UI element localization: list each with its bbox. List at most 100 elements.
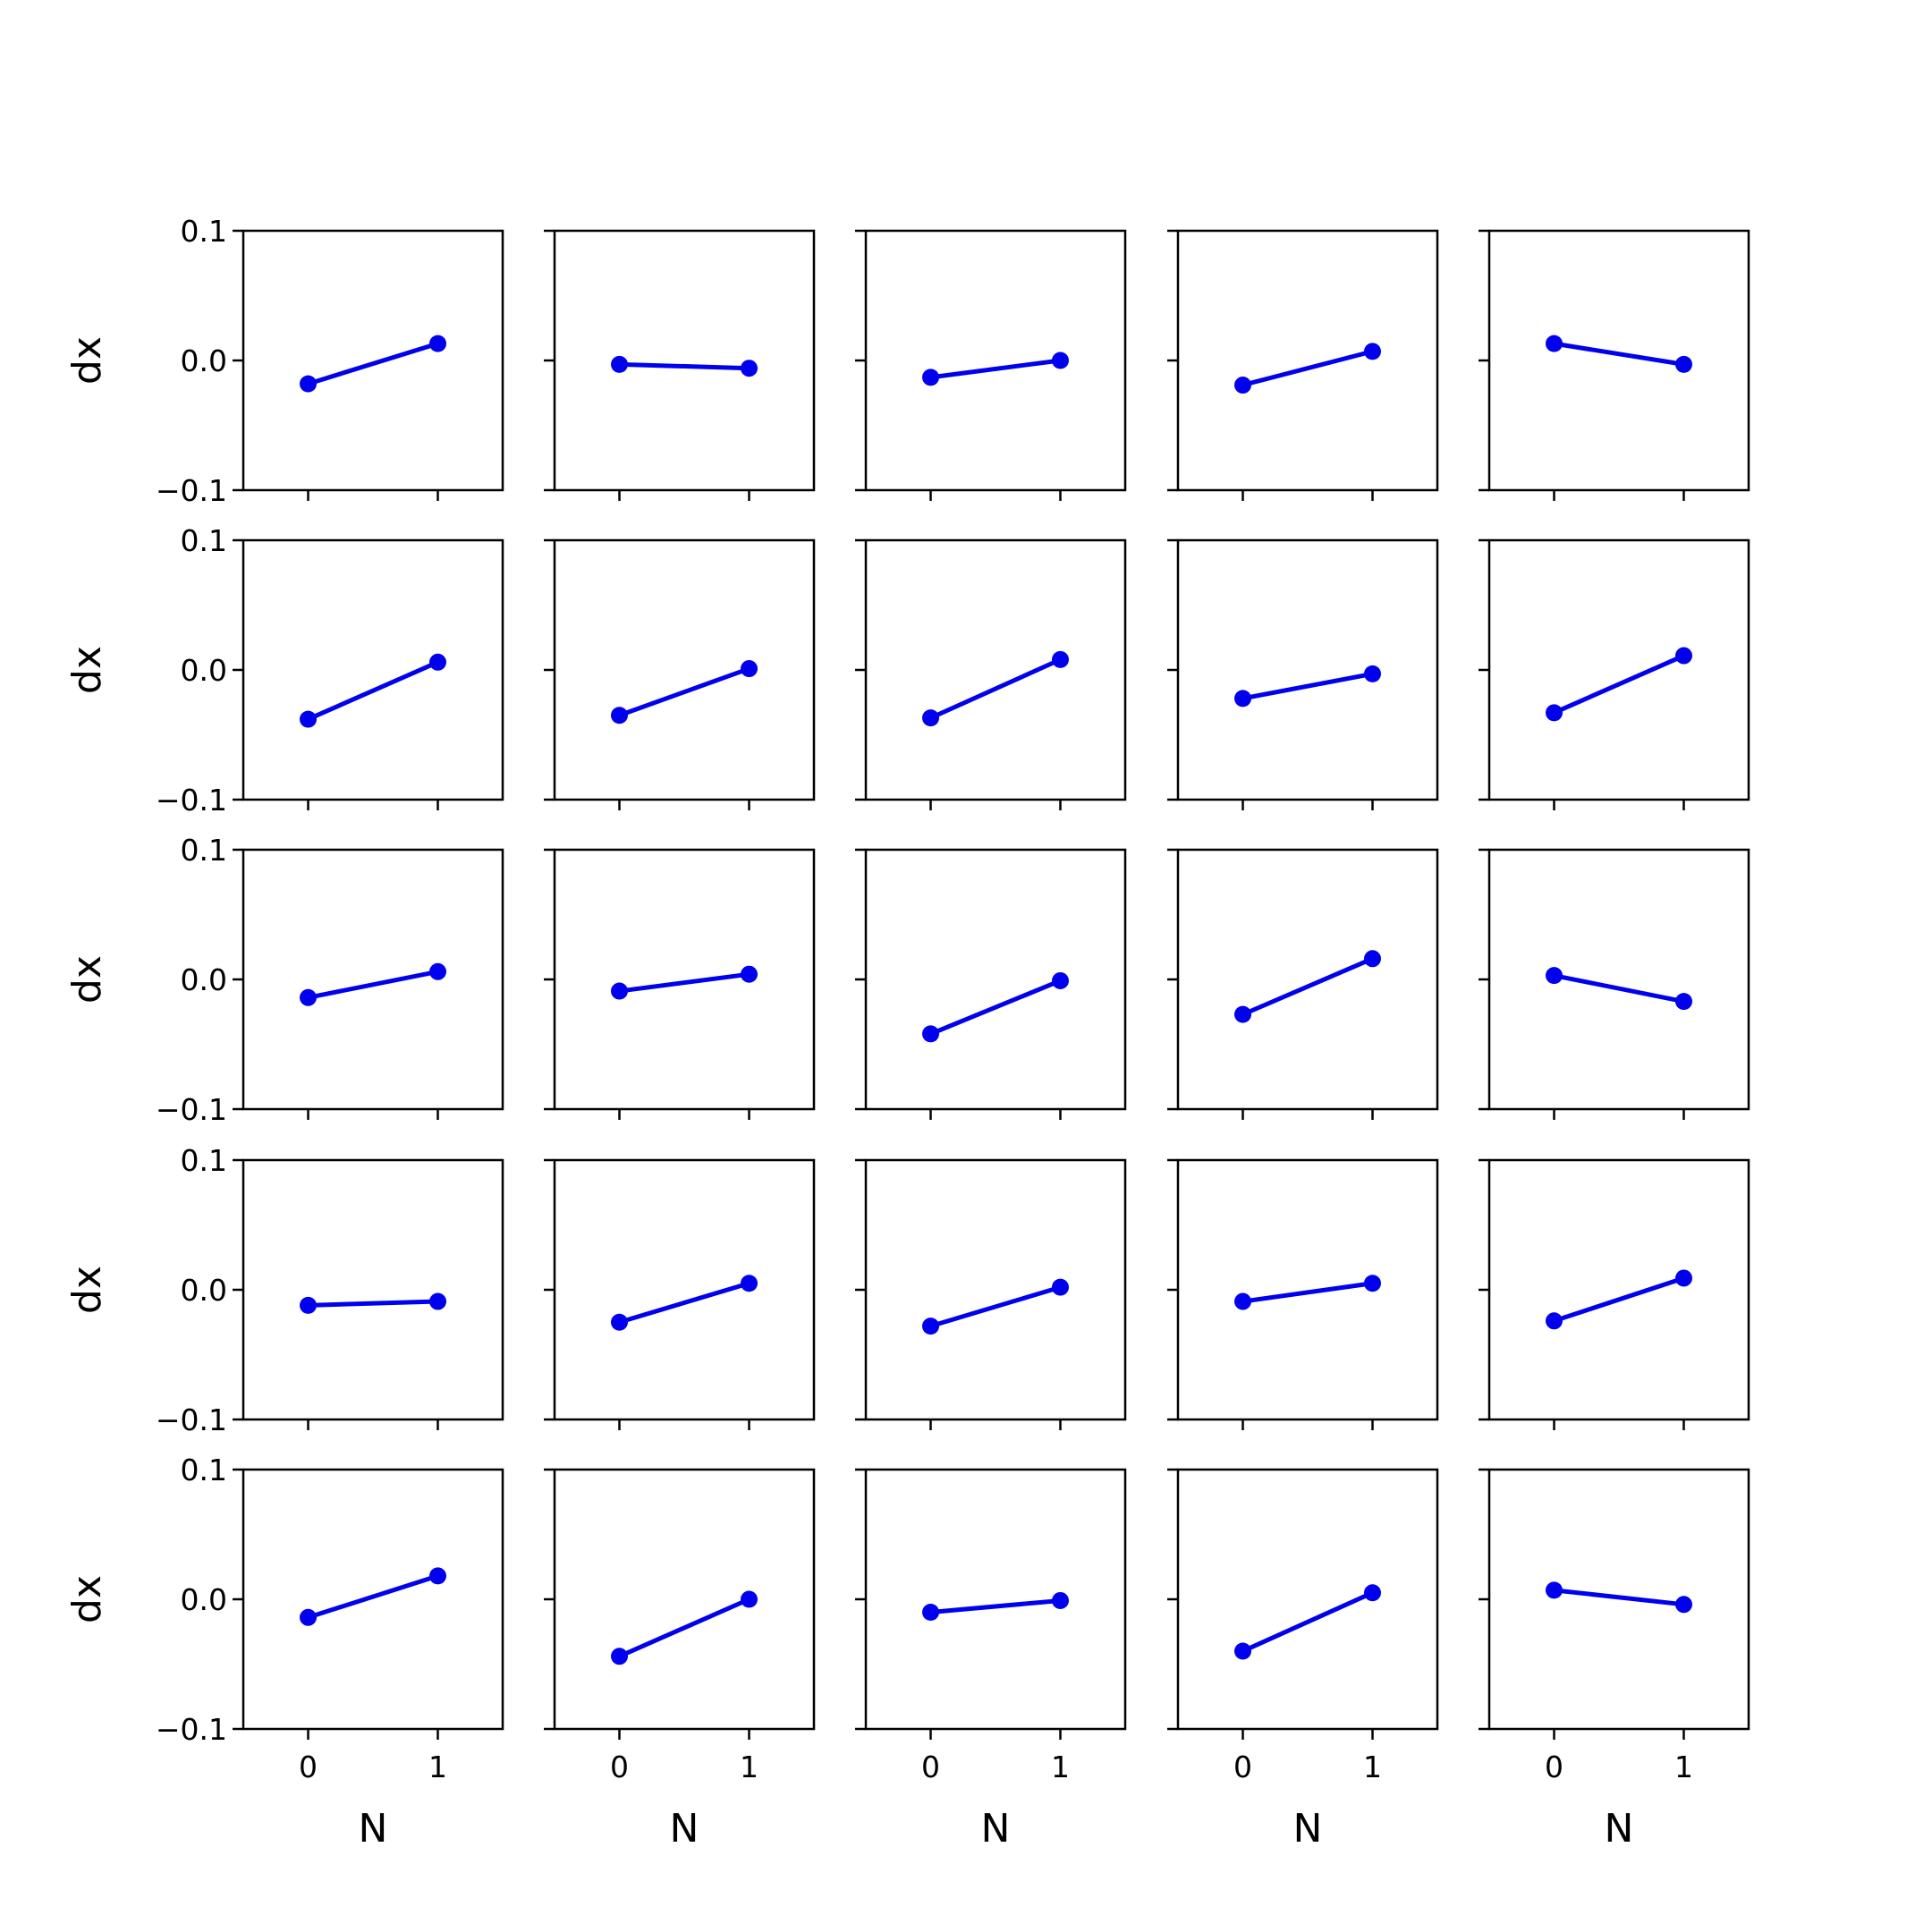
panel-frame [864,229,1127,492]
series-line [619,361,750,371]
y-tick-label: 0.0 [181,343,227,378]
panel-frame [553,848,816,1111]
panel-frame [242,848,504,1111]
y-tick-label: 0.1 [181,214,227,249]
data-point [1052,1278,1069,1296]
x-tick-label: 1 [428,1750,447,1784]
panel-frame [242,538,504,801]
panel-frame [1176,538,1439,801]
data-point [300,1608,317,1626]
data-point [741,660,758,678]
x-tick-label: 0 [610,1750,629,1784]
series-line [307,341,439,386]
series-line [929,979,1062,1037]
data-point [1364,1584,1381,1602]
data-point [429,1567,446,1585]
data-point [300,1296,317,1314]
series-line [929,1284,1062,1328]
series-line [308,969,438,1000]
panel-frame [553,538,816,801]
x-tick-label: 0 [921,1750,940,1784]
data-point [429,335,446,352]
series-line [930,358,1061,380]
series-line [307,1573,439,1620]
panel-frame [1487,538,1750,801]
data-point [1364,343,1381,360]
panel-r1-c1 [544,538,816,810]
panel-frame [1487,1158,1750,1421]
data-point [429,653,446,671]
data-point [429,1292,446,1310]
panel-r1-c4 [1479,538,1750,810]
x-tick-label: 1 [740,1750,758,1784]
panel-r1-c2 [855,538,1127,810]
series-line [1241,1590,1374,1654]
data-point [1675,993,1692,1011]
y-tick-label: −0.1 [156,1402,227,1437]
data-point [1052,650,1069,668]
y-tick-label: 0.0 [181,962,227,997]
data-point [1052,971,1069,989]
y-tick-label: 0.1 [181,833,227,868]
x-tick-label: 1 [1674,1750,1693,1784]
data-point [611,355,628,373]
y-axis-label: dx [64,1575,110,1623]
panel-frame [553,229,816,492]
panel-frame [864,1468,1127,1731]
y-tick-label: 0.0 [181,1273,227,1308]
panel-r4-c4: 0 1 N [1479,1468,1750,1852]
series-line [308,1299,438,1308]
series-line [618,1597,750,1659]
y-axis-label: dx [64,646,110,694]
data-point [1364,665,1381,682]
data-point [611,1648,628,1665]
y-axis-label: dx [64,1266,110,1314]
panel-frame [553,1468,816,1731]
panel-frame [1487,1468,1750,1731]
panel-frame [1487,848,1750,1111]
data-point [1546,1581,1563,1599]
panel-r0-c1 [544,229,816,501]
panel-r4-c0: 0.1 0.0 −0.1 0 1 dx N [64,1453,504,1852]
data-point [611,982,628,1000]
panel-r0-c3 [1167,229,1439,501]
panel-r3-c2 [855,1158,1127,1430]
data-point [741,1590,758,1608]
data-point [300,710,317,728]
panel-frame [1176,1468,1439,1731]
panel-r2-c1 [544,848,816,1120]
panel-r4-c2: 0 1 N [855,1468,1127,1852]
data-point [429,962,446,980]
data-point [922,1025,939,1043]
data-point [1675,647,1692,665]
panel-frame [1176,229,1439,492]
series-line [1554,973,1684,1004]
data-point [1546,704,1563,722]
series-line [1553,653,1685,716]
data-point [741,965,758,983]
data-point [922,1604,939,1621]
data-point [1675,1596,1692,1614]
y-tick-label: −0.1 [156,1712,227,1747]
panel-r3-c3 [1167,1158,1439,1430]
panel-r4-c3: 0 1 N [1167,1468,1439,1852]
series-line [1242,671,1373,701]
series-line [307,660,439,722]
y-axis-label: dx [64,336,110,385]
series-line [1554,1588,1684,1607]
panel-r0-c4 [1479,229,1750,501]
data-point [922,1318,939,1335]
panel-r0-c0: 0.1 0.0 −0.1 dx [64,214,504,508]
series-line [1241,956,1374,1017]
y-tick-label: 0.1 [181,1143,227,1178]
x-axis-label: N [981,1806,1011,1852]
panel-r2-c2 [855,848,1127,1120]
series-line [618,666,750,718]
panel-frame [1176,1158,1439,1421]
panel-frame [864,538,1127,801]
panel-r4-c1: 0 1 N [544,1468,816,1852]
panel-r2-c0: 0.1 0.0 −0.1 dx [64,833,504,1127]
panel-r3-c4 [1479,1158,1750,1430]
